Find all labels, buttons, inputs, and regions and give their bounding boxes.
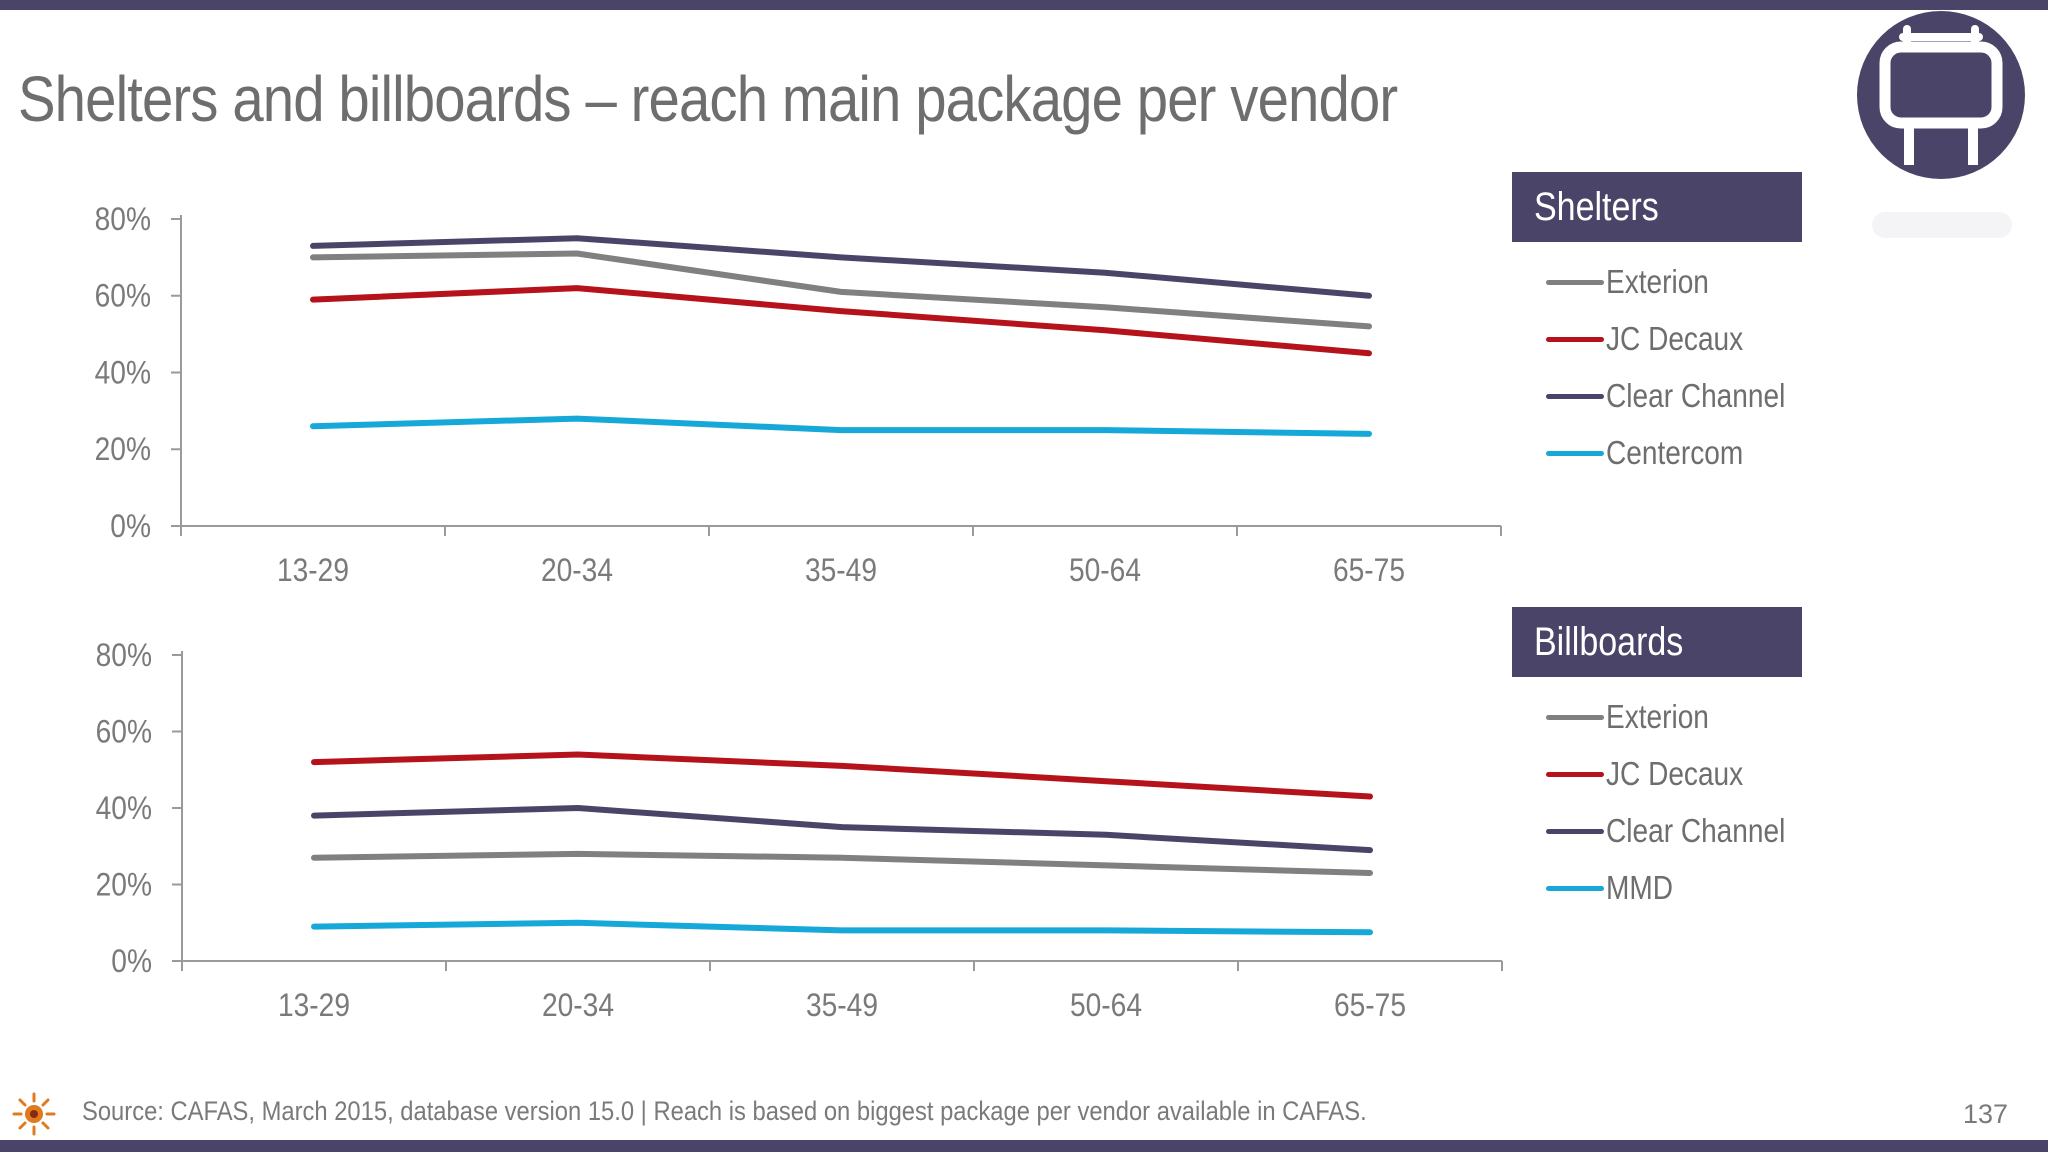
y-tick-label: 40% — [95, 356, 151, 391]
legend-swatch — [1546, 714, 1604, 720]
chart-0: 0% 20% 40% 60% 80% 13-29 20-34 35-49 50-64 65-75 — [95, 202, 1502, 588]
y-tick-label: 40% — [96, 791, 152, 826]
y-tick-label: 80% — [96, 638, 152, 673]
legend-label: Exterion — [1606, 263, 1709, 300]
legend-item: Clear Channel — [1546, 376, 1817, 416]
legend-item: Clear Channel — [1546, 811, 1817, 851]
series-line-mmd — [311, 919, 1373, 936]
y-tick-label: 20% — [96, 868, 152, 903]
chart-1: 0% 20% 40% 60% 80% 13-29 20-34 35-49 50-64 65-75 — [96, 638, 1503, 1023]
series-line-jc-decaux — [311, 751, 1373, 800]
billboards-legend-header: Billboards — [1512, 607, 1802, 677]
legend-label: JC Decaux — [1606, 755, 1744, 792]
billboards-legend: Billboards Exterion JC Decaux Clear Channe… — [1512, 607, 1802, 906]
y-tick-label: 60% — [96, 715, 152, 750]
legend-swatch — [1546, 885, 1604, 891]
x-tick-label: 65-75 — [1333, 553, 1405, 588]
series-line-clear-channel — [310, 235, 1372, 299]
sun-logo-icon — [12, 1092, 56, 1136]
legend-item: Exterion — [1546, 262, 1727, 302]
page-title: Shelters and billboards – reach main pac… — [18, 63, 1398, 135]
shelters-legend-header: Shelters — [1512, 172, 1802, 242]
legend-label: Exterion — [1606, 698, 1709, 735]
x-tick-label: 13-29 — [278, 988, 350, 1023]
legend-item: Centercom — [1546, 433, 1767, 473]
source-note: Source: CAFAS, March 2015, database vers… — [82, 1096, 1367, 1126]
legend-item: Exterion — [1546, 697, 1727, 737]
legend-swatch — [1546, 393, 1604, 399]
y-tick-label: 20% — [95, 433, 151, 468]
legend-swatch — [1546, 828, 1604, 834]
x-tick-label: 65-75 — [1334, 988, 1406, 1023]
legend-label: JC Decaux — [1606, 320, 1744, 357]
billboard-icon — [1857, 11, 2025, 179]
legend-label: Clear Channel — [1606, 377, 1786, 414]
x-tick-label: 50-64 — [1069, 553, 1141, 588]
y-tick-label: 60% — [95, 279, 151, 314]
shelters-legend-title: Shelters — [1534, 185, 1659, 229]
legend-item: MMD — [1546, 868, 1685, 908]
series-line-exterion — [310, 250, 1372, 330]
series-line-centercom — [310, 415, 1372, 437]
shelters-legend: Shelters Exterion JC Decaux Clear Channel C… — [1512, 172, 1802, 471]
legend-item: JC Decaux — [1546, 754, 1767, 794]
legend-item: JC Decaux — [1546, 319, 1767, 359]
series-line-clear-channel — [311, 805, 1373, 854]
legend-swatch — [1546, 450, 1604, 456]
x-tick-label: 20-34 — [542, 988, 614, 1023]
x-tick-label: 35-49 — [805, 553, 877, 588]
billboards-legend-title: Billboards — [1534, 620, 1684, 664]
x-tick-label: 13-29 — [277, 553, 349, 588]
decorative-shadow — [1872, 212, 2012, 238]
x-tick-label: 20-34 — [541, 553, 613, 588]
series-line-jc-decaux — [310, 285, 1372, 357]
legend-swatch — [1546, 279, 1604, 285]
legend-label: Clear Channel — [1606, 812, 1786, 849]
y-tick-label: 0% — [110, 509, 151, 544]
series-line-exterion — [311, 850, 1373, 876]
legend-label: MMD — [1606, 869, 1673, 906]
legend-label: Centercom — [1606, 434, 1744, 471]
x-tick-label: 35-49 — [806, 988, 878, 1023]
y-tick-label: 80% — [95, 202, 151, 237]
top-accent-bar — [0, 0, 2048, 10]
y-tick-label: 0% — [111, 944, 152, 979]
x-tick-label: 50-64 — [1070, 988, 1142, 1023]
bottom-accent-bar — [0, 1140, 2048, 1152]
page-number: 137 — [1963, 1099, 2009, 1129]
legend-swatch — [1546, 771, 1604, 777]
legend-swatch — [1546, 336, 1604, 342]
